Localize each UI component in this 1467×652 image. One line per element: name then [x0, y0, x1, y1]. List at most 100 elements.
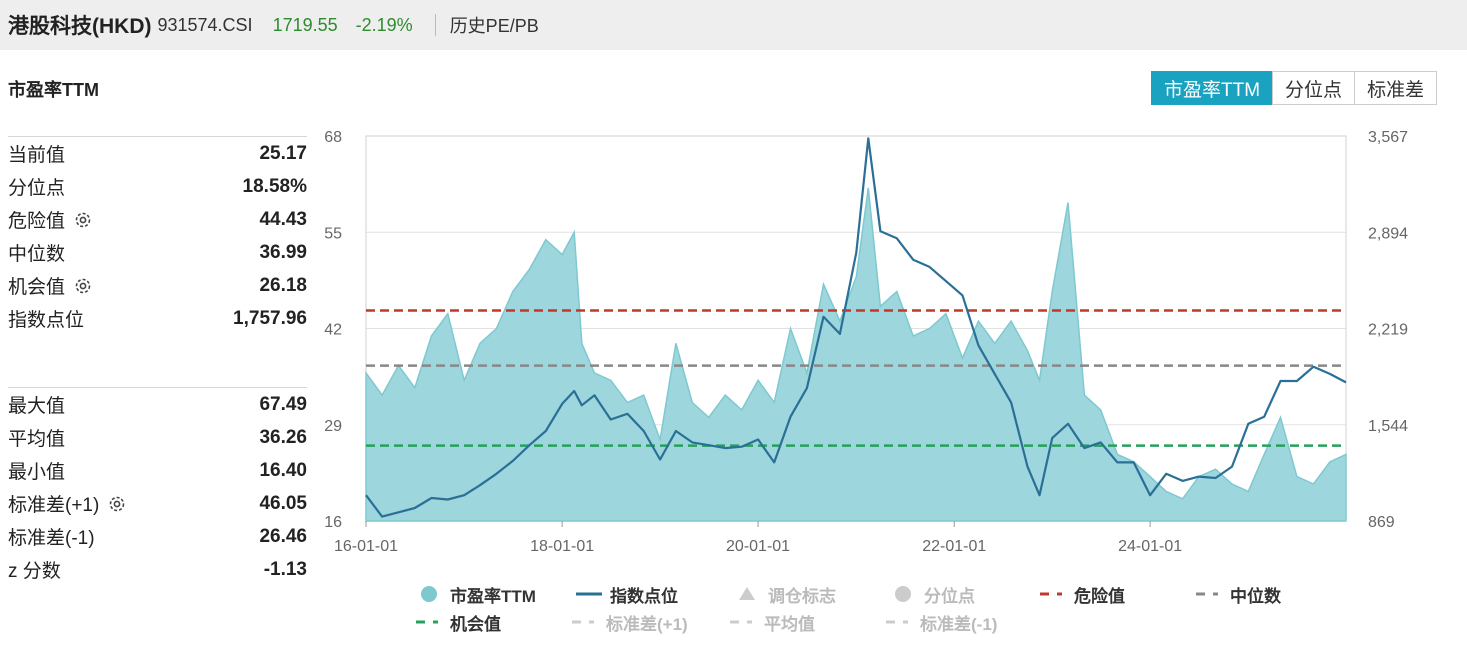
x-tick-label: 22-01-01 [922, 538, 986, 555]
pe-ttm-area [365, 187, 1347, 522]
y-right-tick-label: 3,567 [1368, 129, 1408, 146]
index-change: -2.19% [355, 14, 413, 35]
legend-item[interactable]: 标准差(+1) [570, 610, 728, 635]
stat-value: 1,757.96 [233, 307, 307, 329]
y-left-tick-label: 29 [324, 418, 342, 435]
y-left-tick-label: 42 [324, 322, 342, 339]
legend-item[interactable]: 市盈率TTM [414, 582, 574, 607]
legend-label: 调仓标志 [768, 586, 836, 606]
stat-value: -1.13 [263, 558, 307, 580]
chart-legend: 市盈率TTM 指数点位 调仓标志 分位点 危险值 中位数 机会值 标准差(+1) 平均值 标准差… [414, 580, 1414, 636]
legend-symbol-triangle [739, 587, 755, 600]
legend-symbol-dash [886, 620, 908, 624]
legend-row: 机会值 标准差(+1) 平均值 标准差(-1) [414, 608, 1414, 636]
legend-label: 危险值 [1074, 586, 1125, 606]
legend-item[interactable]: 标准差(-1) [884, 610, 1034, 635]
stat-row-std-minus: 标准差(-1) 26.46 [8, 520, 307, 553]
gear-icon[interactable] [73, 276, 93, 296]
legend-symbol-circle [895, 586, 911, 602]
stat-row-median: 中位数 36.99 [8, 236, 307, 269]
stat-value: 16.40 [259, 459, 307, 481]
stat-row-mean: 平均值 36.26 [8, 421, 307, 454]
stat-label: z 分数 [8, 561, 61, 582]
gear-icon[interactable] [107, 494, 127, 514]
legend-symbol-dash [1196, 592, 1218, 596]
stat-value: 25.17 [259, 142, 307, 164]
legend-item[interactable]: 分位点 [888, 582, 1038, 607]
y-right-tick-label: 869 [1368, 514, 1395, 531]
stat-row-current: 当前值 25.17 [8, 137, 307, 170]
stat-label: 指数点位 [8, 310, 85, 331]
stat-label: 分位点 [8, 178, 66, 199]
legend-symbol-dash [572, 620, 594, 624]
stat-label: 平均值 [8, 429, 66, 450]
index-code: 931574.CSI [157, 14, 253, 35]
stat-row-std-plus: 标准差(+1) 46.05 [8, 487, 307, 520]
stat-label: 最大值 [8, 396, 66, 417]
x-tick-label: 18-01-01 [530, 538, 594, 555]
stat-label: 最小值 [8, 462, 66, 483]
x-tick-label: 20-01-01 [726, 538, 790, 555]
tab-pe-ttm[interactable]: 市盈率TTM [1151, 71, 1274, 105]
stat-value: 18.58% [242, 175, 307, 197]
gear-icon[interactable] [73, 210, 93, 230]
stat-row-z-score: z 分数 -1.13 [8, 553, 307, 586]
y-right-tick-label: 1,544 [1368, 418, 1408, 435]
stat-label: 标准差(-1) [8, 528, 95, 549]
stat-value: 26.18 [259, 274, 307, 296]
legend-label: 中位数 [1230, 586, 1281, 606]
legend-item[interactable]: 危险值 [1038, 582, 1194, 607]
legend-label: 市盈率TTM [450, 586, 536, 606]
legend-label: 标准差(-1) [920, 614, 998, 634]
stat-row-danger: 危险值 44.43 [8, 203, 307, 236]
history-pe-pb-link[interactable]: 历史PE/PB [449, 16, 539, 36]
stat-label: 机会值 [8, 277, 66, 298]
stat-value: 36.99 [259, 241, 307, 263]
legend-symbol-dash [730, 620, 752, 624]
stat-row-min: 最小值 16.40 [8, 454, 307, 487]
section-title: 市盈率TTM [8, 80, 99, 100]
stat-value: 44.43 [259, 208, 307, 230]
legend-symbol-dash [416, 620, 438, 624]
legend-symbol-dash [1040, 592, 1062, 596]
legend-item[interactable]: 指数点位 [574, 582, 732, 607]
legend-item[interactable]: 机会值 [414, 610, 570, 635]
legend-symbol-circle [421, 586, 437, 602]
stat-label: 中位数 [8, 244, 66, 265]
stat-value: 36.26 [259, 426, 307, 448]
stat-label: 当前值 [8, 145, 66, 166]
legend-item[interactable]: 平均值 [728, 610, 884, 635]
stat-label: 标准差(+1) [8, 495, 100, 516]
metric-toggle-group: 市盈率TTM 分位点 标准差 [1151, 71, 1438, 105]
legend-row: 市盈率TTM 指数点位 调仓标志 分位点 危险值 中位数 [414, 580, 1414, 608]
stat-value: 26.46 [259, 525, 307, 547]
y-left-tick-label: 16 [324, 514, 342, 531]
legend-label: 指数点位 [610, 586, 678, 606]
header-divider [434, 14, 436, 36]
stat-value: 67.49 [259, 393, 307, 415]
stats-panel-current: 当前值 25.17 分位点 18.58% 危险值 44.43 中位数 36.99… [8, 136, 307, 335]
stat-label: 危险值 [8, 211, 66, 232]
stat-row-index-level: 指数点位 1,757.96 [8, 302, 307, 335]
y-left-tick-label: 55 [324, 225, 342, 242]
legend-label: 分位点 [924, 586, 975, 606]
stat-value: 46.05 [259, 492, 307, 514]
stats-panel-history: 最大值 67.49 平均值 36.26 最小值 16.40 标准差(+1) 46… [8, 387, 307, 586]
stat-row-max: 最大值 67.49 [8, 388, 307, 421]
x-tick-label: 16-01-01 [334, 538, 398, 555]
legend-symbol-line [576, 592, 602, 596]
legend-label: 机会值 [450, 614, 501, 634]
index-price: 1719.55 [272, 14, 338, 35]
y-left-tick-label: 68 [324, 129, 342, 146]
x-tick-label: 24-01-01 [1118, 538, 1182, 555]
legend-label: 平均值 [764, 614, 815, 634]
tab-std-dev[interactable]: 标准差 [1354, 71, 1438, 105]
legend-item[interactable]: 中位数 [1194, 582, 1314, 607]
stat-row-opportunity: 机会值 26.18 [8, 269, 307, 302]
legend-item[interactable]: 调仓标志 [732, 582, 888, 607]
header-bar: 港股科技(HKD) 931574.CSI 1719.55 -2.19% 历史PE… [0, 0, 1467, 50]
y-right-tick-label: 2,894 [1368, 225, 1408, 242]
legend-label: 标准差(+1) [606, 614, 688, 634]
index-level-line [365, 137, 1347, 518]
